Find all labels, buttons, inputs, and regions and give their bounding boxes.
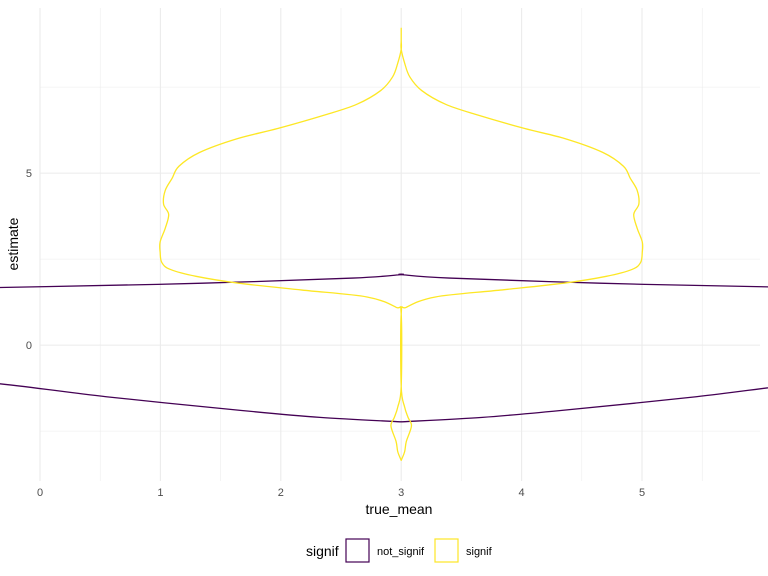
legend-label-not-signif: not_signif xyxy=(377,546,425,558)
violin-signif xyxy=(159,27,644,462)
x-tick-label: 2 xyxy=(278,487,284,499)
x-tick-label: 0 xyxy=(37,487,43,499)
x-axis-title: true_mean xyxy=(366,501,433,517)
x-tick-labels: 0 1 2 3 4 5 xyxy=(37,487,645,499)
legend: signif not_signif signif xyxy=(306,538,493,563)
y-axis-title: estimate xyxy=(5,217,21,270)
x-tick-label: 3 xyxy=(398,487,404,499)
y-tick-label: 0 xyxy=(26,340,32,352)
x-tick-label: 5 xyxy=(639,487,645,499)
grid-major xyxy=(39,8,760,481)
legend-key-not-signif xyxy=(345,538,370,563)
legend-key-signif xyxy=(434,538,459,563)
grid-minor xyxy=(40,8,760,481)
x-tick-label: 4 xyxy=(519,487,525,499)
y-tick-labels: 05 xyxy=(26,168,32,352)
legend-label-signif: signif xyxy=(466,546,493,558)
violin-layer xyxy=(0,27,768,462)
x-tick-label: 1 xyxy=(157,487,163,499)
y-tick-label: 5 xyxy=(26,168,32,180)
violin-not-signif xyxy=(0,273,768,423)
legend-title: signif xyxy=(306,543,339,559)
